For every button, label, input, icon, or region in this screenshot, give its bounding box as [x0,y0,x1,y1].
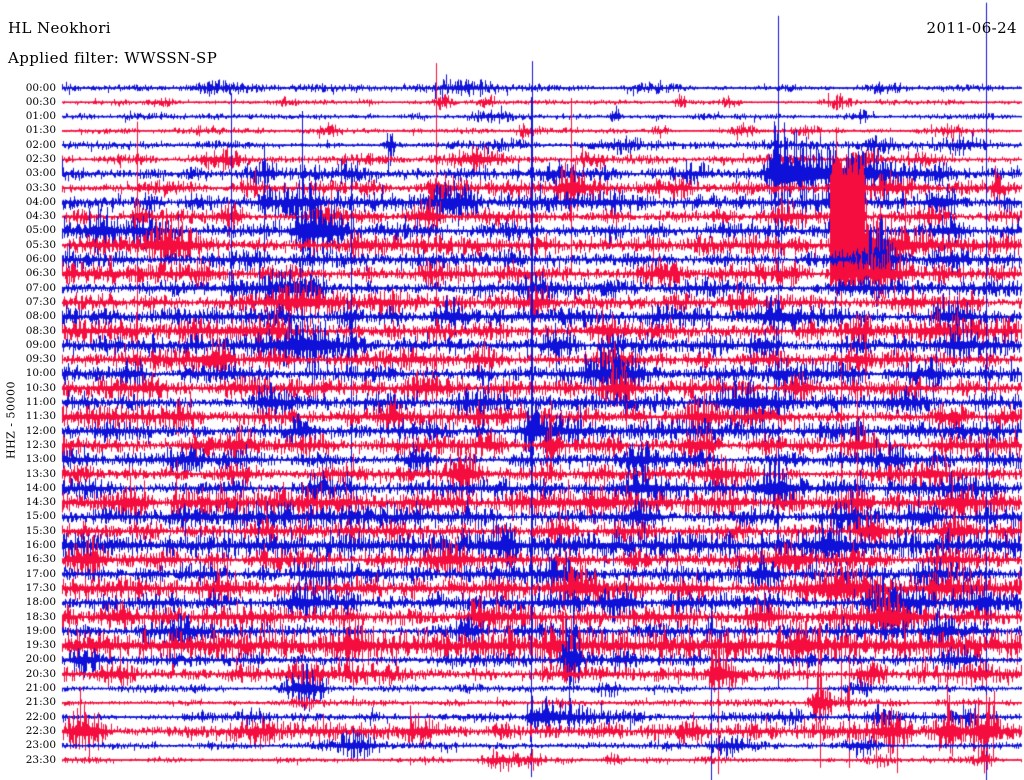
time-label-23:00: 23:00 [25,739,56,752]
time-label-06:00: 06:00 [25,253,56,266]
time-label-09:00: 09:00 [25,338,56,351]
time-label-10:00: 10:00 [25,367,56,380]
time-label-16:00: 16:00 [25,539,56,552]
time-label-09:30: 09:30 [25,353,56,366]
time-label-13:30: 13:30 [25,467,56,480]
time-label-03:00: 03:00 [25,167,56,180]
time-label-10:30: 10:30 [25,381,56,394]
time-label-03:30: 03:30 [25,181,56,194]
date-label: 2011-06-24 [926,19,1017,37]
time-label-20:00: 20:00 [25,653,56,666]
time-label-16:30: 16:30 [25,553,56,566]
time-label-01:30: 01:30 [25,124,56,137]
time-label-00:30: 00:30 [25,95,56,108]
time-label-11:30: 11:30 [25,410,56,423]
time-label-15:30: 15:30 [25,524,56,537]
time-label-19:00: 19:00 [25,624,56,637]
time-label-15:00: 15:00 [25,510,56,523]
time-label-23:30: 23:30 [25,753,56,766]
filter-label: Applied filter: WWSSN-SP [8,49,218,67]
time-label-08:00: 08:00 [25,310,56,323]
time-label-22:30: 22:30 [25,724,56,737]
time-label-12:00: 12:00 [25,424,56,437]
time-label-06:30: 06:30 [25,267,56,280]
time-label-11:00: 11:00 [25,396,56,409]
time-label-07:30: 07:30 [25,295,56,308]
time-label-14:30: 14:30 [25,496,56,509]
time-label-05:30: 05:30 [25,238,56,251]
time-label-08:30: 08:30 [25,324,56,337]
time-label-04:30: 04:30 [25,210,56,223]
time-label-21:30: 21:30 [25,696,56,709]
time-label-17:00: 17:00 [25,567,56,580]
time-label-01:00: 01:00 [25,110,56,123]
time-label-00:00: 00:00 [25,81,56,94]
time-label-18:30: 18:30 [25,610,56,623]
time-label-12:30: 12:30 [25,438,56,451]
time-label-02:30: 02:30 [25,152,56,165]
time-label-02:00: 02:00 [25,138,56,151]
time-label-13:00: 13:00 [25,453,56,466]
time-label-19:30: 19:30 [25,639,56,652]
time-label-07:00: 07:00 [25,281,56,294]
time-label-04:00: 04:00 [25,195,56,208]
time-label-21:00: 21:00 [25,682,56,694]
time-label-17:30: 17:30 [25,581,56,594]
time-label-22:00: 22:00 [25,710,56,723]
time-label-18:00: 18:00 [25,596,56,609]
time-label-14:00: 14:00 [25,481,56,494]
time-label-05:00: 05:00 [25,224,56,237]
time-label-20:30: 20:30 [25,667,56,680]
station-name: HL Neokhori [8,19,111,37]
